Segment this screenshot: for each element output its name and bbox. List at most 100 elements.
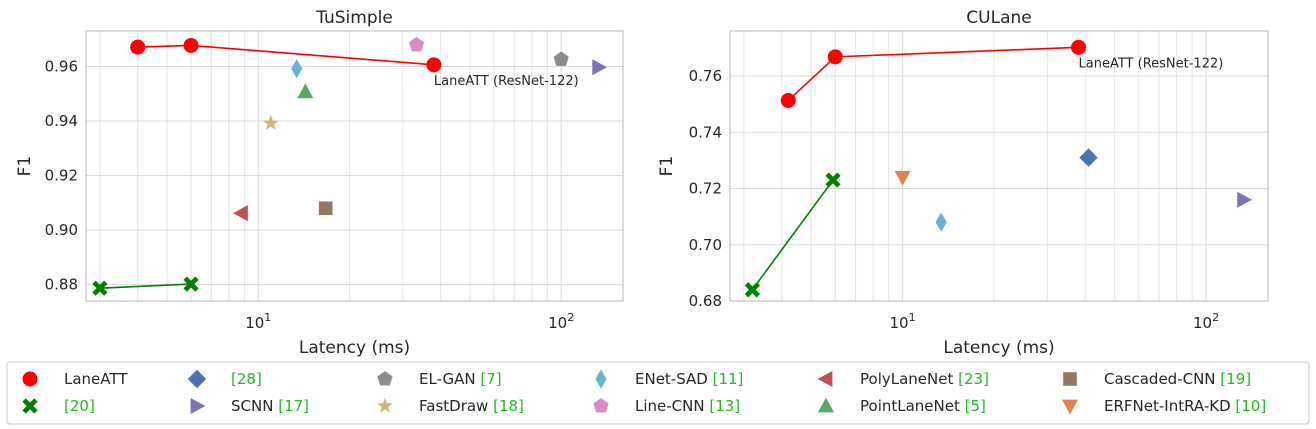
chart-panel-2: 0.68 0.70 0.72 0.74 0.76 101 102 CULane Latency … (657, 8, 1269, 358)
data-point-scnn (1237, 191, 1253, 208)
legend-entry-fastdraw: FastDraw [18] (377, 397, 524, 415)
plot-frame (85, 30, 624, 302)
data-point-ref20 (825, 172, 841, 188)
plot-area (730, 31, 1268, 301)
data-point-polylanenet (233, 205, 248, 222)
legend-label-erfnet: ERFNet-IntRA-KD [10] (1104, 397, 1266, 415)
legend-entry-erfnet: ERFNet-IntRA-KD [10] (1062, 397, 1266, 415)
plot-frame (729, 30, 1269, 302)
x-axis-label: Latency (ms) (299, 338, 410, 358)
series-line-ref20 (99, 283, 192, 289)
legend-marker-pointlanenet (818, 397, 834, 413)
data-point-laneatt (780, 92, 796, 108)
chart-title: CULane (966, 8, 1031, 28)
series-pointlanenet (297, 83, 314, 99)
plot-area (86, 31, 623, 301)
x-tick-label: 101 (890, 311, 916, 332)
annotation-label: LaneATT (ResNet-122) (434, 74, 579, 89)
legend-entry-elgan: EL-GAN [7] (377, 370, 502, 388)
series-polylanenet (233, 205, 248, 222)
legend-entry-enetsad: ENet-SAD [11] (595, 369, 743, 389)
legend-label-cascaded: Cascaded-CNN [19] (1104, 370, 1251, 388)
y-axis-label: F1 (15, 156, 35, 177)
legend-marker-fastdraw (377, 397, 393, 413)
series-linecnn (408, 36, 425, 52)
data-point-erfnet (894, 170, 911, 186)
data-point-ref20 (92, 280, 108, 296)
series-cascaded (318, 201, 333, 216)
data-point-fastdraw (262, 114, 279, 130)
legend-marker-erfnet (1062, 399, 1078, 415)
data-point-laneatt (426, 57, 442, 73)
data-point-laneatt (130, 39, 146, 55)
legend-label-laneatt: LaneATT (64, 370, 128, 388)
x-tick-label: 102 (548, 311, 574, 332)
y-tick-label: 0.74 (689, 123, 722, 141)
series-enetsad (935, 212, 947, 232)
series-ref20 (744, 172, 841, 298)
series-erfnet (894, 170, 911, 186)
gridlines (730, 31, 1268, 302)
legend-entry-polylanenet: PolyLaneNet [23] (817, 370, 989, 388)
legend-entry-laneatt: LaneATT (22, 370, 128, 388)
data-point-laneatt (1071, 39, 1087, 55)
legend-label-scnn: SCNN [17] (231, 397, 309, 415)
y-tick-label: 0.94 (45, 112, 78, 130)
data-point-ref28 (1079, 148, 1098, 167)
y-tick-label: 0.90 (45, 221, 78, 239)
data-point-linecnn (408, 36, 425, 52)
legend-marker-ref20 (22, 398, 38, 414)
series-enetsad (291, 59, 303, 79)
y-tick-label: 0.76 (689, 67, 722, 85)
legend-marker-linecnn (593, 398, 609, 413)
legend-label-ref20: [20] (64, 397, 95, 415)
chart-panel-1: 0.88 0.90 0.92 0.94 0.96 101 102 TuSimple Latenc… (15, 8, 624, 358)
annotation-label: LaneATT (ResNet-122) (1079, 56, 1224, 71)
legend-entry-linecnn: Line-CNN [13] (593, 397, 740, 415)
y-tick-label: 0.88 (45, 276, 78, 294)
y-tick-label: 0.70 (689, 236, 722, 254)
legend-label-polylanenet: PolyLaneNet [23] (860, 370, 989, 388)
legend-entry-scnn: SCNN [17] (190, 397, 309, 415)
data-point-elgan (553, 51, 569, 66)
legend-label-ref28: [28] (231, 370, 262, 388)
y-tick-label: 0.96 (45, 57, 78, 75)
series-scnn (1237, 191, 1253, 208)
y-tick-label: 0.72 (689, 180, 722, 198)
data-point-scnn (592, 59, 608, 76)
legend-label-linecnn: Line-CNN [13] (635, 397, 740, 415)
series-laneatt (780, 39, 1087, 108)
chart-title: TuSimple (315, 8, 393, 28)
legend-marker-enetsad (595, 369, 607, 389)
x-axis-label: Latency (ms) (943, 338, 1054, 358)
legend-marker-ref28 (187, 369, 207, 389)
series-fastdraw (262, 114, 279, 130)
legend-entry-pointlanenet: PointLaneNet [5] (818, 397, 986, 415)
data-point-enetsad (291, 59, 303, 79)
legend-label-pointlanenet: PointLaneNet [5] (860, 397, 986, 415)
legend-label-elgan: EL-GAN [7] (419, 370, 502, 388)
y-axis-label: F1 (657, 156, 677, 177)
series-ref20 (92, 276, 199, 296)
series-laneatt (130, 37, 442, 73)
series-line-ref20 (751, 179, 834, 291)
data-point-cascaded (318, 201, 333, 216)
legend-marker-laneatt (22, 371, 38, 387)
y-tick-label: 0.92 (45, 167, 78, 185)
legend-marker-cascaded (1063, 372, 1077, 386)
series-elgan (553, 51, 569, 66)
data-point-laneatt (183, 37, 199, 53)
data-point-ref20 (183, 276, 199, 292)
legend-marker-polylanenet (817, 371, 833, 387)
data-point-ref20 (744, 282, 760, 298)
legend-label-enetsad: ENet-SAD [11] (635, 370, 743, 388)
x-tick-label: 102 (1193, 311, 1219, 332)
legend-entry-ref20: [20] (22, 397, 95, 415)
legend-marker-elgan (377, 371, 393, 386)
series-ref28 (1079, 148, 1098, 167)
legend-entry-cascaded: Cascaded-CNN [19] (1063, 370, 1251, 388)
data-point-laneatt (827, 49, 843, 65)
data-point-pointlanenet (297, 83, 314, 99)
legend-frame (6, 361, 1310, 425)
